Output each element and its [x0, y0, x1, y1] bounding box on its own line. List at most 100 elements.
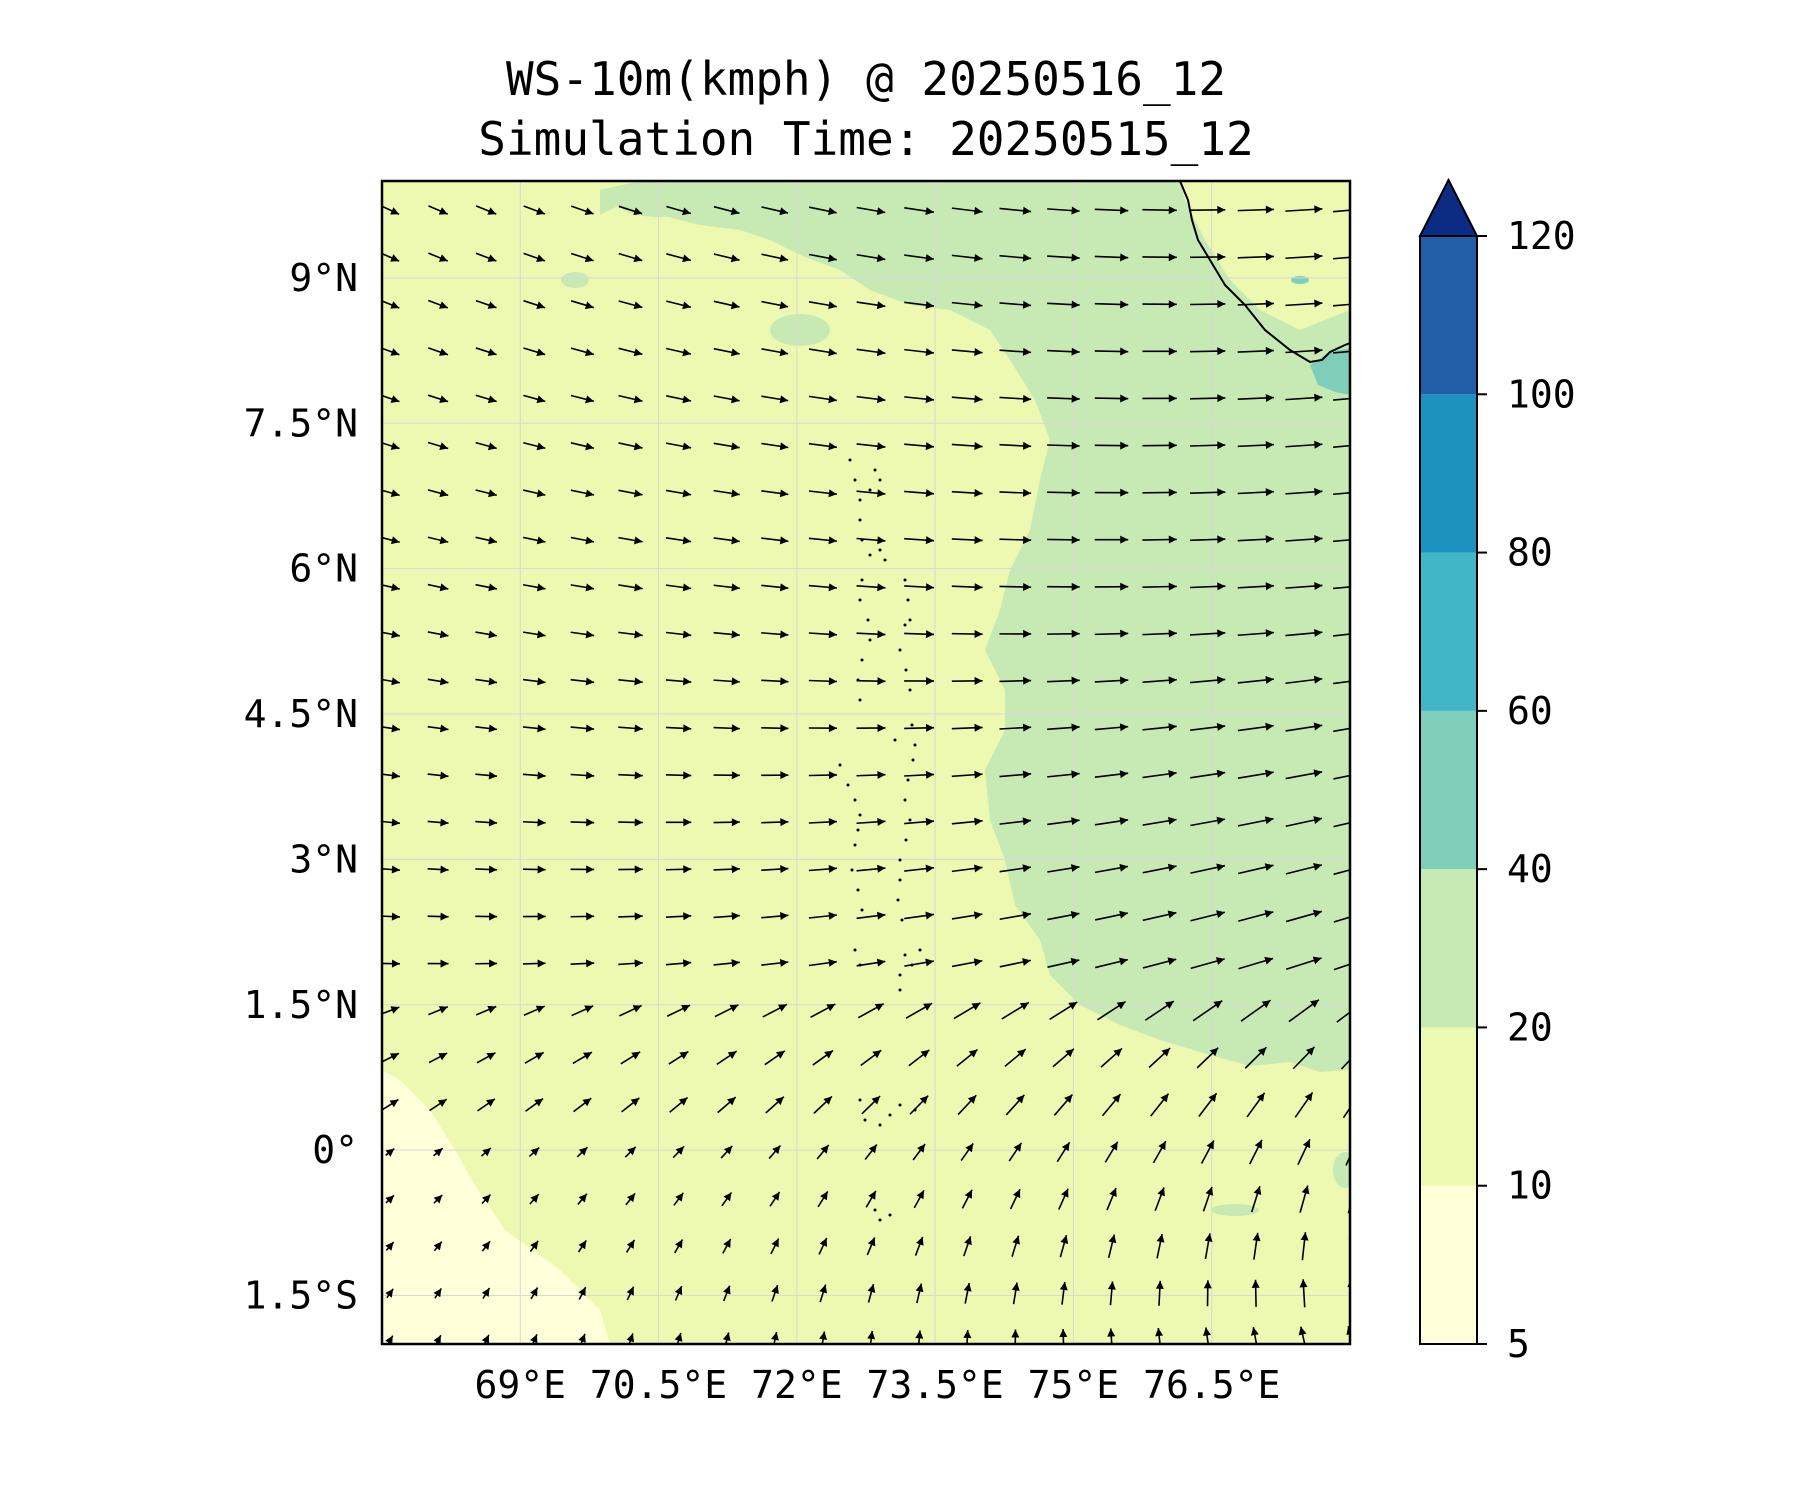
wind-arrow — [1200, 1140, 1215, 1164]
wind-arrow — [666, 205, 692, 216]
wind-arrow — [1104, 1141, 1119, 1163]
wind-arrow — [1094, 770, 1129, 779]
wind-arrow — [808, 630, 837, 639]
wind-arrow — [1285, 440, 1323, 449]
wind-arrow — [904, 489, 935, 498]
wind-arrow — [570, 677, 595, 686]
wind-arrow — [1095, 957, 1128, 969]
wind-arrow — [904, 630, 935, 639]
wind-arrow — [1333, 539, 1350, 543]
wind-arrow — [1107, 1281, 1116, 1306]
wind-arrow — [857, 1002, 885, 1019]
wind-arrow — [1190, 629, 1226, 638]
wind-arrow — [1285, 722, 1323, 732]
wind-arrow — [618, 912, 643, 921]
wind-arrow — [666, 253, 692, 263]
atoll-dot — [918, 948, 922, 952]
wind-arrow — [1142, 488, 1177, 497]
wind-arrow — [1190, 394, 1226, 403]
wind-arrow — [904, 206, 935, 215]
lat-tick-label: 6°N — [289, 547, 358, 591]
wind-arrow — [665, 771, 692, 780]
wind-arrow — [764, 1050, 786, 1066]
atoll-dot — [858, 813, 862, 817]
wind-arrow — [572, 1051, 593, 1065]
wind-arrow — [480, 1147, 492, 1157]
wind-arrow — [626, 1333, 635, 1344]
wind-arrow — [808, 771, 837, 780]
wind-arrow — [1155, 1327, 1164, 1344]
wind-arrow — [1251, 1279, 1260, 1307]
wind-arrow — [523, 252, 546, 262]
wind-arrow — [1142, 723, 1177, 732]
wind-arrow — [951, 864, 983, 873]
wind-arrow — [433, 1194, 443, 1204]
wind-arrow — [427, 536, 449, 545]
wind-arrow — [1249, 1139, 1263, 1165]
wind-arrow — [382, 442, 400, 450]
wind-arrow — [912, 1143, 926, 1161]
wind-arrow — [1297, 1138, 1311, 1166]
wind-arrow — [904, 770, 935, 779]
wind-arrow — [618, 347, 643, 357]
wind-arrow — [1059, 1328, 1068, 1344]
wind-arrow — [1333, 397, 1350, 401]
wind-arrow — [427, 677, 449, 686]
wind-arrow — [915, 1330, 924, 1344]
wind-arrow — [810, 1003, 836, 1019]
wind-arrow — [1204, 1233, 1213, 1260]
wind-arrow — [904, 536, 935, 545]
wind-arrow — [856, 677, 886, 686]
wind-arrow — [904, 301, 935, 310]
wind-arrow — [904, 958, 934, 967]
wind-arrow — [475, 771, 498, 780]
wind-arrow — [904, 817, 935, 826]
wind-arrow — [951, 206, 983, 215]
wind-arrow — [1047, 817, 1080, 826]
wind-arrow — [1285, 252, 1323, 261]
wind-arrow — [762, 1003, 788, 1018]
wind-arrow — [427, 959, 449, 968]
lon-tick-label: 69°E — [475, 1363, 567, 1407]
wind-arrow — [570, 300, 594, 310]
atoll-dot — [860, 578, 864, 582]
lat-tick-label: 9°N — [289, 256, 358, 300]
wind-arrow — [475, 299, 497, 309]
wind-arrow — [1001, 1001, 1030, 1020]
wind-arrow — [1237, 346, 1274, 355]
wind-arrow — [1285, 346, 1323, 355]
wind-arrow — [1333, 680, 1350, 685]
wind-arrow — [618, 205, 643, 216]
wind-arrow — [665, 818, 692, 827]
atoll-dot — [868, 488, 872, 492]
wind-arrow — [1333, 633, 1350, 637]
wind-arrow — [1294, 1092, 1314, 1118]
plot-frame — [380, 179, 1352, 1346]
wind-arrow — [1237, 863, 1274, 875]
wind-arrow — [713, 724, 740, 733]
wind-arrow — [1058, 1188, 1069, 1210]
wind-arrow — [1190, 488, 1226, 497]
wind-arrow — [624, 1146, 637, 1158]
wind-arrow — [1292, 1046, 1316, 1070]
wind-arrow — [427, 489, 449, 498]
wind-arrow — [427, 630, 449, 639]
wind-arrow — [1333, 491, 1350, 496]
wind-arrow — [856, 301, 886, 310]
wind-arrow — [1094, 629, 1129, 638]
wind-arrow — [665, 912, 692, 921]
wind-arrow — [1300, 1232, 1309, 1261]
wind-arrow — [1333, 444, 1350, 448]
wind-arrow — [1005, 1094, 1025, 1116]
wind-arrow — [618, 536, 643, 545]
wind-arrow — [621, 1097, 640, 1113]
wind-arrow — [1142, 253, 1177, 262]
atoll-dot — [848, 458, 852, 462]
atoll-dot — [888, 1213, 892, 1217]
wind-arrow — [475, 959, 498, 968]
wind-arrow — [674, 1239, 684, 1254]
wind-arrow — [475, 818, 498, 827]
wind-arrow — [856, 536, 886, 545]
wind-arrow — [856, 958, 886, 967]
wind-arrow — [713, 489, 740, 498]
